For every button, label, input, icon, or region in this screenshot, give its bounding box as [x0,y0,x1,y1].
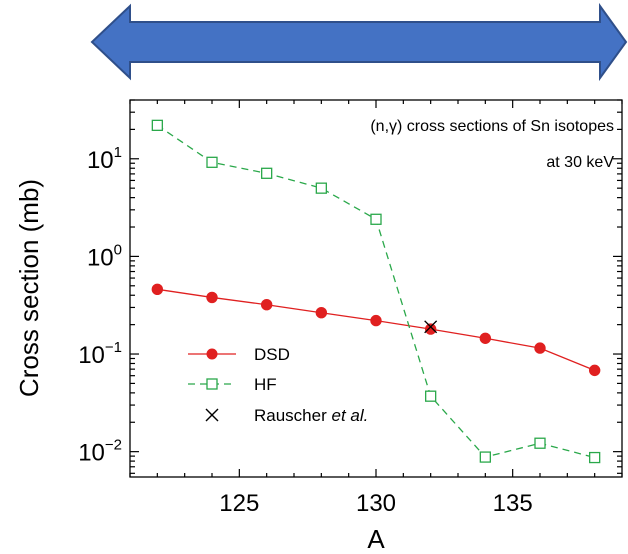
y-tick-label: 101 [87,144,122,174]
series-line-0 [157,288,595,371]
series-point-dsd [260,299,273,311]
legend-dsd-label: DSD [254,345,290,364]
y-tick-label: 10−2 [78,437,122,467]
series-point-hf [479,451,491,463]
y-tick-exponent: 1 [114,144,122,161]
series-point-dsd [151,283,164,296]
series-point-dsd [424,323,437,335]
series-point-hf [315,182,327,194]
annotation-title: (n,γ) cross sections of Sn isotopes [370,118,614,135]
series-point-hf [151,119,163,131]
y-tick-exponent: 0 [114,241,122,258]
y-axis-label: Cross section (mb) [14,179,44,397]
double-headed-arrow [90,2,628,82]
legend-rauscher-label: Rauscher et al. [254,406,368,425]
y-tick-exponent: −1 [105,339,122,356]
x-tick-label: 135 [493,490,533,517]
series-point-dsd [370,314,382,327]
series-line-1 [156,124,595,459]
legend-dsd-marker [206,348,218,360]
series-point-dsd [206,291,218,304]
y-tick-base: 10 [78,342,105,369]
x-tick-label: 130 [356,490,396,517]
legend-rauscher-etal: et al. [331,406,368,425]
x-axis-label: A [367,524,385,554]
series-point-hf [589,451,601,464]
series-point-hf [261,167,273,179]
y-tick-exponent: −2 [105,437,122,454]
legend-hf-label: HF [254,375,277,394]
legend-rauscher-x-b [205,408,219,422]
annotation-energy: at 30 keV [546,154,614,171]
series-layer [151,119,601,464]
y-tick-base: 10 [87,147,114,174]
legend-rauscher-author: Rauscher [254,406,331,425]
series-point-dsd [479,332,492,344]
series-point-hf [425,390,437,402]
series-point-dsd [534,342,546,354]
series-point-hf [534,437,546,449]
x-tick-label: 125 [219,490,259,517]
series-point-rauscher-b [424,320,438,334]
y-tick-base: 10 [87,244,114,271]
y-tick-base: 10 [78,440,105,467]
series-point-dsd [588,364,601,377]
series-point-hf [370,213,382,225]
legend: DSD HF Rauscher et al. [188,345,368,425]
legend-hf-marker [206,378,218,390]
y-tick-label: 10−1 [78,339,122,369]
y-tick-label: 100 [87,241,122,271]
series-point-hf [206,156,218,168]
series-point-dsd [315,307,328,319]
legend-rauscher-marker [205,408,219,422]
